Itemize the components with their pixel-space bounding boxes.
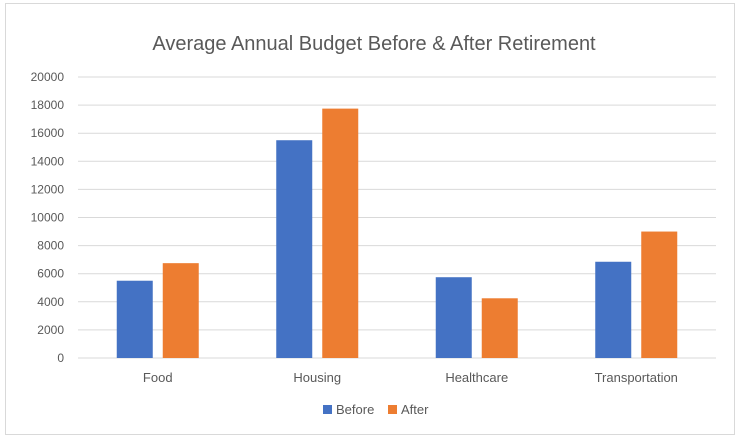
bar-after-healthcare [481,298,518,358]
y-tick-label: 0 [57,351,64,365]
y-tick-label: 2000 [37,323,64,337]
y-tick-label: 14000 [31,154,65,168]
bar-before-food [116,280,153,358]
y-tick-label: 16000 [31,126,65,140]
bar-after-food [162,263,199,358]
x-tick-label: Healthcare [445,370,508,385]
y-tick-label: 18000 [31,98,65,112]
bar-before-healthcare [435,277,472,358]
x-tick-label: Food [143,370,173,385]
y-tick-label: 12000 [31,182,65,196]
y-tick-label: 8000 [37,239,64,253]
legend-swatch-before [323,405,332,414]
legend-label-before: Before [336,402,374,417]
bar-before-housing [276,140,313,358]
legend-swatch-after [388,405,397,414]
bar-before-transportation [595,261,632,358]
y-axis-tick-labels: 0 2000 4000 6000 8000 10000 12000 14000 16000 180… [31,70,65,365]
legend-label-after: After [401,402,429,417]
legend: Before After [323,402,429,417]
y-tick-label: 4000 [37,295,64,309]
bar-after-housing [322,108,359,358]
chart-title: Average Annual Budget Before & After Ret… [152,33,596,55]
x-axis-tick-labels: Food Housing Healthcare Transportation [143,370,678,385]
y-tick-label: 20000 [31,70,65,84]
bar-after-transportation [641,231,678,358]
x-tick-label: Transportation [595,370,678,385]
x-tick-label: Housing [293,370,341,385]
y-tick-label: 6000 [37,267,64,281]
y-tick-label: 10000 [31,211,65,225]
bars [116,108,678,358]
chart-frame [5,3,735,435]
